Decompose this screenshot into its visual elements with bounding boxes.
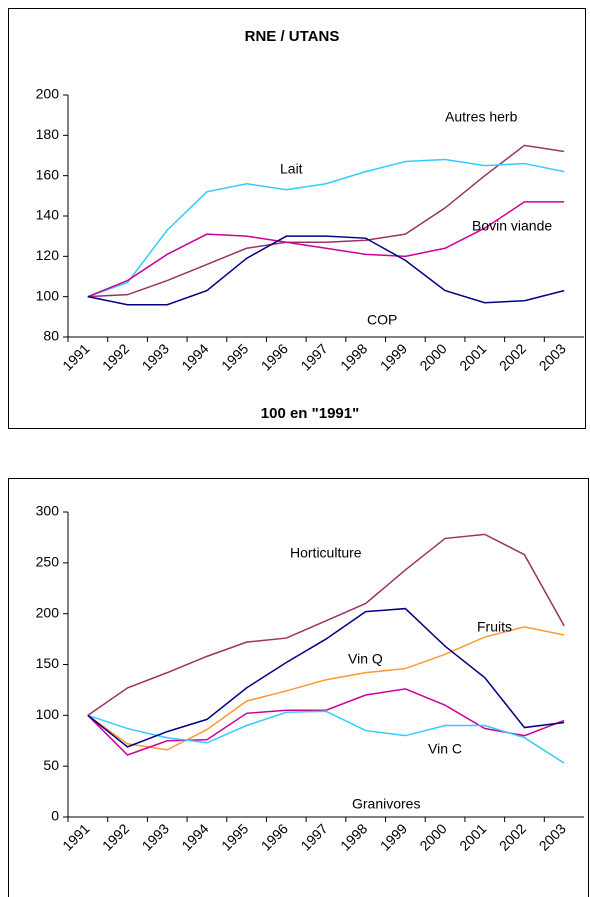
- y-tick-label: 100: [36, 706, 60, 722]
- x-axis-title: 100 en "1991": [261, 405, 359, 422]
- chart-title: RNE / UTANS: [245, 28, 340, 45]
- series-label: Autres herb: [445, 109, 518, 125]
- series-label: Vin C: [428, 741, 462, 757]
- x-tick-label: 1997: [297, 820, 330, 853]
- chart-frame: [8, 478, 589, 897]
- series-label: Lait: [280, 161, 303, 177]
- series-label: Granivores: [352, 796, 420, 812]
- y-tick-label: 50: [43, 757, 59, 773]
- x-tick-label: 1991: [59, 340, 92, 373]
- x-tick-label: 1997: [297, 340, 330, 373]
- y-tick-label: 0: [51, 808, 59, 824]
- x-tick-label: 1995: [218, 820, 251, 853]
- series-line: [87, 235, 565, 306]
- x-tick-label: 2000: [416, 340, 449, 373]
- y-tick-label: 160: [36, 166, 60, 182]
- y-tick-label: 80: [43, 328, 59, 344]
- series-label: COP: [367, 312, 397, 328]
- y-tick-label: 100: [36, 287, 60, 303]
- series-label: Vin Q: [348, 651, 383, 667]
- y-tick-label: 200: [36, 86, 60, 102]
- x-tick-label: 1992: [99, 340, 132, 373]
- y-tick-label: 250: [36, 554, 60, 570]
- x-tick-label: 2001: [456, 820, 489, 853]
- series-line: [87, 144, 565, 298]
- x-tick-label: 2000: [416, 820, 449, 853]
- y-tick-label: 200: [36, 604, 60, 620]
- x-tick-label: 1993: [139, 340, 172, 373]
- x-tick-label: 1991: [59, 820, 92, 853]
- x-tick-label: 1999: [377, 340, 410, 373]
- chart-frame: [8, 8, 586, 429]
- y-tick-label: 140: [36, 207, 60, 223]
- series-line: [87, 710, 565, 764]
- x-tick-label: 2001: [456, 340, 489, 373]
- series-line: [87, 688, 565, 756]
- x-tick-label: 1998: [337, 820, 370, 853]
- y-tick-label: 300: [36, 503, 60, 519]
- x-tick-label: 2003: [536, 820, 569, 853]
- series-label: Horticulture: [290, 545, 362, 561]
- x-tick-label: 1999: [377, 820, 410, 853]
- series-line: [87, 607, 565, 748]
- x-tick-label: 1992: [99, 820, 132, 853]
- x-tick-label: 1994: [178, 340, 211, 373]
- x-tick-label: 1996: [258, 820, 291, 853]
- x-tick-label: 1996: [258, 340, 291, 373]
- y-tick-label: 150: [36, 655, 60, 671]
- x-tick-label: 2002: [496, 340, 529, 373]
- x-tick-label: 1994: [178, 820, 211, 853]
- x-tick-label: 1993: [139, 820, 172, 853]
- series-line: [87, 533, 565, 716]
- series-line: [87, 201, 565, 298]
- series-label: Bovin viande: [472, 218, 552, 234]
- series-line: [87, 626, 565, 751]
- x-tick-label: 1995: [218, 340, 251, 373]
- series-label: Fruits: [477, 619, 512, 635]
- x-tick-label: 2002: [496, 820, 529, 853]
- y-tick-label: 120: [36, 247, 60, 263]
- x-tick-label: 1998: [337, 340, 370, 373]
- series-line: [87, 158, 565, 298]
- y-tick-label: 180: [36, 126, 60, 142]
- x-tick-label: 2003: [536, 340, 569, 373]
